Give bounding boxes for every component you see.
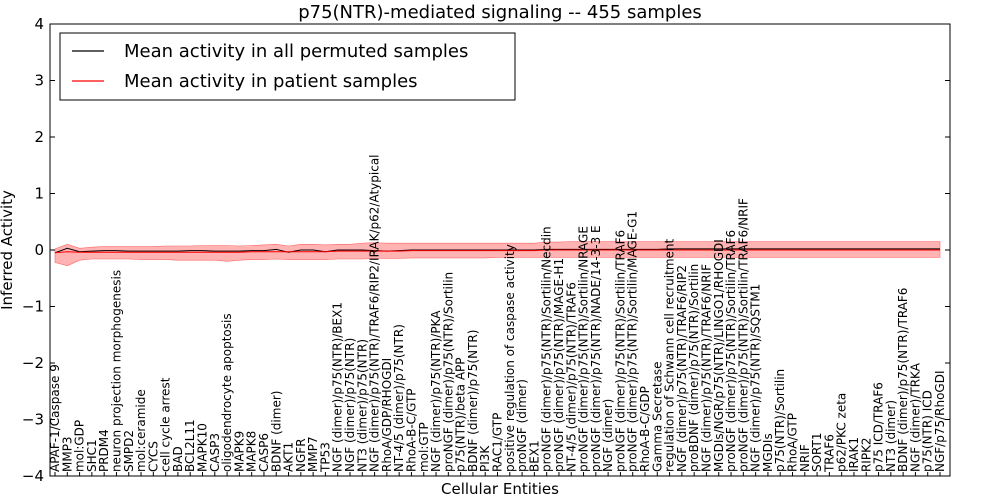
x-tick-label: MMP3 [60, 436, 74, 472]
y-tick-label: −3 [22, 411, 44, 429]
x-tick-label: RhoA/GTP [786, 413, 800, 472]
x-tick-label: NGF (dimer)/p75(NTR)/BEX1 [331, 302, 345, 472]
x-tick-label: regulation of Schwann cell recruitment [663, 238, 677, 472]
x-tick-label: positive regulation of caspase activity [503, 244, 517, 472]
x-tick-label: NT3 (dimer) [884, 400, 898, 472]
x-tick-label: PI3K [478, 445, 492, 472]
x-tick-label: oligodendrocyte apoptosis [220, 313, 234, 472]
x-tick-label: proNGF (dimer)/p75(NTR)/Sortilin/TRAF6/N… [736, 198, 750, 472]
plot-frame [49, 23, 951, 477]
x-tick-label: NGF (dimer)/p75(NTR)/TRAF6/RIP2 [675, 265, 689, 472]
x-tick-label: NT-4/5 (dimer)/p75(NTR) [392, 324, 406, 472]
x-tick-label: proNGF (dimer)/p75(NTR)/Sortilin [441, 272, 455, 472]
x-tick-label: proBDNF (dimer)/p75(NTR)/Sortilin [687, 264, 701, 472]
x-tick-label: cell cycle arrest [159, 377, 173, 472]
x-tick-label: NGF (dimer)/p75(NTR)/TRAF6/NRIF [700, 264, 714, 472]
x-axis-tick-labels: APAF-1/Caspase 9MMP3mol:GDPSHC1PRDM4neur… [48, 154, 947, 476]
x-tick-label: p75(NTR) ICD [921, 390, 935, 472]
x-tick-label: proNGF (dimer)/p75(NTR)/Sortilin/NRAGE [577, 226, 591, 472]
y-tick-label: 0 [34, 241, 44, 259]
x-tick-label: BDNF (dimer)/p75(NTR)/TRAF6 [896, 288, 910, 472]
y-tick-label: 3 [34, 72, 44, 90]
x-tick-label: NGF (dimer)/p75(NTR)/PKA [429, 310, 443, 472]
x-tick-label: NGF (dimer)/p75(NTR) [343, 338, 357, 472]
x-tick-label: NGF (dimer) [601, 399, 615, 472]
y-tick-label: −2 [22, 354, 44, 372]
y-tick-label: −1 [22, 298, 44, 316]
x-tick-label: PRDM4 [97, 429, 111, 472]
x-tick-label: TRAF6 [822, 434, 836, 473]
x-tick-label: NGF (dimer)/TRKA [908, 362, 922, 472]
x-tick-label: TP53 [318, 442, 332, 473]
x-tick-label: proNGF (dimer)/p75(NTR)/Sortilin/TRAF6 [613, 230, 627, 472]
x-tick-label: BCL2L11 [183, 419, 197, 472]
x-tick-label: CASP3 [208, 433, 222, 472]
legend: Mean activity in all permuted samples Me… [59, 32, 516, 101]
x-tick-label: SORT1 [810, 433, 824, 473]
y-tick-label: −4 [22, 467, 44, 485]
x-tick-label: proNGF (dimer) [515, 379, 529, 472]
legend-entry-patient: Mean activity in patient samples [124, 71, 418, 92]
x-tick-label: IRAK1 [847, 437, 861, 472]
x-tick-label: proNGF (dimer)/p75(NTR)/MAGE-H1 [552, 258, 566, 472]
x-tick-label: BAD [171, 446, 185, 472]
x-tick-label: APAF-1/Caspase 9 [48, 364, 62, 472]
x-tick-label: BDNF (dimer) [269, 391, 283, 473]
x-tick-label: NGF (dimer)/p75(NTR)/SQSTM1 [749, 284, 763, 472]
series-line-permuted [54, 247, 940, 254]
x-tick-label: MMP7 [306, 436, 320, 472]
x-tick-label: RhoA-B-C/GTP [405, 388, 419, 472]
x-tick-label: NGF/p75/RhoGDI [933, 370, 947, 472]
x-tick-label: mol:GDP [73, 420, 87, 472]
x-tick-label: AKT1 [282, 442, 296, 472]
x-tick-label: SMPD2 [122, 430, 136, 472]
legend-box [59, 32, 516, 101]
plot-area [54, 241, 941, 267]
chart-title: p75(NTR)-mediated signaling -- 455 sampl… [298, 2, 702, 23]
y-axis-ticks: 4 3 2 1 0 −1 −2 −3 −4 [22, 15, 950, 485]
x-tick-label: proNGF (dimer)/p75(NTR)/Sortilin/TRAF6 [724, 230, 738, 472]
x-axis-label: Cellular Entities [441, 480, 559, 498]
x-tick-label: NGF (dimer)/p75(NTR)/TRAF6/RIP2/IRAK/p62… [368, 154, 382, 472]
x-tick-label: NRIF [798, 444, 812, 472]
y-tick-label: 1 [34, 185, 44, 203]
x-tick-label: MAPK8 [245, 431, 259, 472]
x-tick-label: NGFR [294, 438, 308, 472]
x-tick-label: MAPK9 [232, 431, 246, 472]
x-tick-label: CASP6 [257, 433, 271, 472]
patient-spread-band [54, 241, 941, 267]
x-tick-label: RhoA/GDP/RHOGDI [380, 358, 394, 472]
x-tick-label: proNGF (dimer)/p75(NTR)/Sortilin/MAGE-G1 [626, 211, 640, 472]
x-tick-label: MAPK10 [196, 423, 210, 472]
x-tick-label: neuron projection morphogenesis [110, 270, 124, 472]
x-tick-label: RAC1/GTP [491, 413, 505, 472]
x-tick-label: p75(NTR)/beta APP [454, 357, 468, 472]
x-tick-label: mol:ceramide [134, 389, 148, 472]
x-tick-label: p75(NTR)/Sortilin [773, 369, 787, 472]
x-tick-label: RIPK2 [859, 437, 873, 472]
y-tick-label: 4 [34, 15, 44, 33]
x-tick-label: p75 ICD/TRAF6 [872, 382, 886, 472]
x-tick-label: NT3 (dimer)/p75(NTR) [355, 339, 369, 472]
x-tick-label: NT-4/5 (dimer)/p75(NTR)/TRAF6 [564, 282, 578, 472]
x-tick-label: BEX1 [527, 440, 541, 472]
x-tick-label: RhoA-B-C/GDP [638, 386, 652, 472]
x-tick-label: Gamma Secretase [650, 361, 664, 472]
x-tick-label: SHC1 [85, 439, 99, 472]
legend-entry-permuted: Mean activity in all permuted samples [124, 41, 468, 62]
x-tick-label: MGDIs/NGR/p75(NTR)/LINGO1/RHOGDI [712, 239, 726, 472]
y-axis-label: Inferred Activity [0, 190, 16, 310]
x-tick-label: BDNF (dimer)/p75(NTR) [466, 330, 480, 472]
x-tick-label: proNGF (dimer)/p75(NTR)/Sortilin/Necdin [540, 226, 554, 472]
y-tick-label: 2 [34, 128, 44, 146]
x-tick-label: p62/PKC zeta [835, 393, 849, 472]
x-tick-label: mol:GTP [417, 422, 431, 472]
x-tick-label: CYCS [146, 441, 160, 472]
series-line-patient [54, 249, 940, 254]
x-tick-label: MGDIs [761, 433, 775, 472]
x-tick-label: proNGF (dimer)/p75(NTR)/NADE/14-3-3 E [589, 225, 603, 472]
